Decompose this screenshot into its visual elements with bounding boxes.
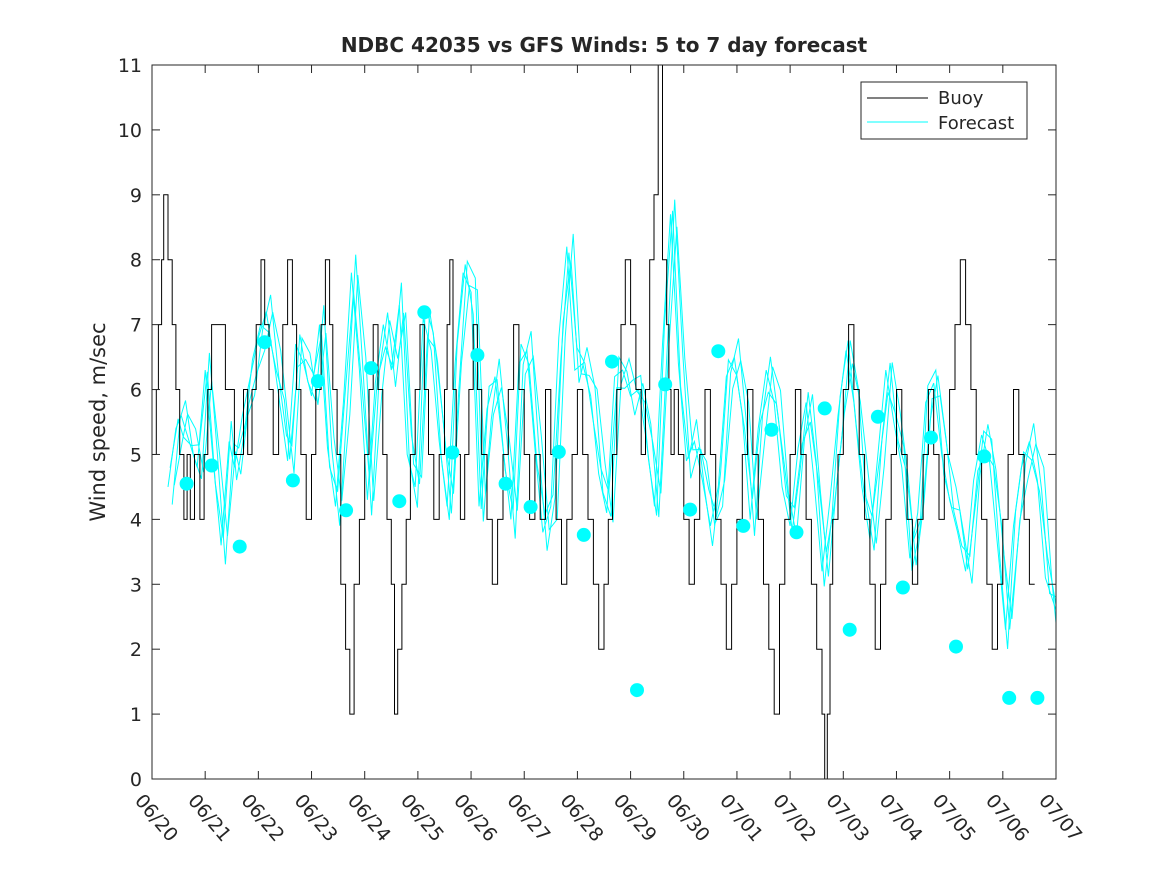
forecast-marker [658,377,673,392]
forecast-marker [498,476,513,491]
forecast-marker [417,305,432,320]
forecast-marker [257,335,272,350]
marker-layer [179,305,1045,705]
forecast-marker [551,444,566,459]
forecast-series-line [171,199,1057,630]
plot-background [152,65,1056,779]
y-tick-label: 2 [130,639,142,661]
forecast-marker [576,527,591,542]
forecast-marker [895,580,910,595]
forecast-marker [445,445,460,460]
legend-buoy-label: Buoy [938,88,984,109]
y-tick-label: 4 [130,509,142,531]
legend-forecast-label: Forecast [938,113,1014,134]
buoy-series-line [152,64,1035,780]
y-tick-label: 0 [130,769,142,791]
forecast-marker [232,539,247,554]
forecast-marker [523,500,538,514]
forecast-marker [179,476,194,491]
forecast-marker [870,409,885,424]
legend-box [860,81,1028,140]
y-axis-label: Wind speed, m/sec [86,322,110,521]
forecast-marker [789,525,804,540]
forecast-marker [711,344,726,359]
chart-title: NDBC 42035 vs GFS Winds: 5 to 7 day fore… [341,33,868,57]
forecast-marker [392,494,407,509]
forecast-marker [285,473,300,488]
y-tick-label: 5 [130,444,142,466]
y-tick-label: 3 [130,574,142,596]
legend: Buoy Forecast [860,81,1028,140]
forecast-marker [949,639,963,654]
forecast-marker [204,458,219,473]
forecast-marker [842,622,857,637]
forecast-marker [977,449,992,464]
forecast-marker [605,354,619,369]
forecast-marker [470,348,485,363]
y-tick-label: 8 [130,250,142,272]
forecast-marker [364,361,379,376]
forecast-marker [817,401,832,416]
forecast-marker [764,422,779,437]
plot-frame [151,64,1057,780]
forecast-marker [339,503,354,518]
forecast-marker [736,518,751,533]
forecast-marker [1002,690,1017,705]
forecast-marker [310,374,325,389]
y-tick-label: 10 [118,120,142,142]
y-tick-label: 7 [130,315,142,337]
y-tick-label: 1 [130,704,142,726]
y-tick-label: 9 [130,185,142,207]
forecast-marker [1030,690,1045,705]
y-tick-label: 6 [130,380,142,402]
y-tick-label: 11 [118,55,142,77]
forecast-marker [924,430,938,445]
forecast-marker [683,502,698,517]
forecast-marker [630,683,644,698]
